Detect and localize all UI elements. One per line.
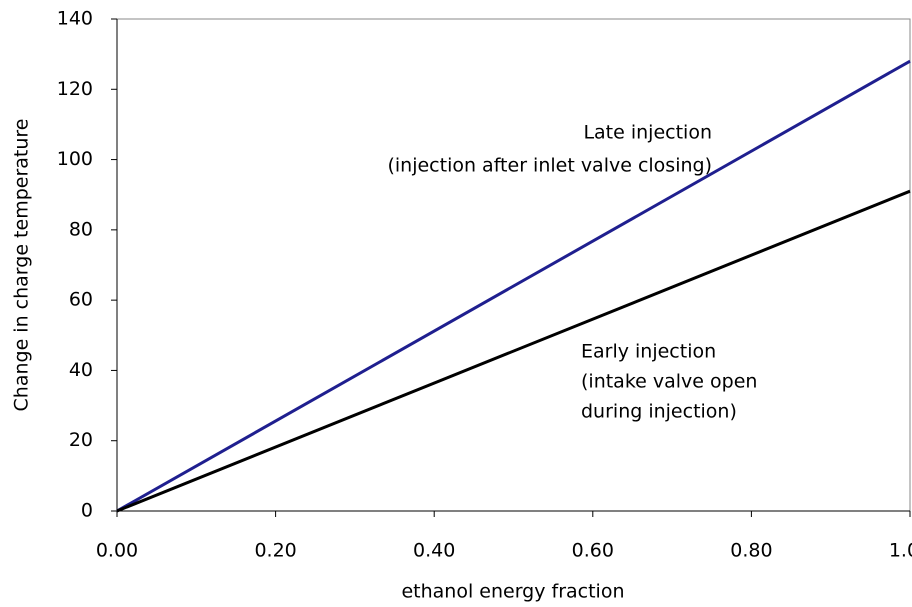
- x-tick-label: 0.80: [730, 540, 772, 562]
- annotation: (intake valve open: [581, 371, 757, 393]
- y-tick-label: 140: [57, 8, 93, 30]
- y-tick-label: 80: [69, 218, 93, 240]
- x-tick-label: 0.00: [96, 540, 138, 562]
- y-axis-label: Change in charge temperature: [11, 119, 33, 412]
- y-tick-label: 0: [81, 500, 93, 522]
- y-tick-label: 60: [69, 289, 93, 311]
- annotation: Late injection: [583, 122, 712, 144]
- annotation: during injection): [581, 401, 737, 423]
- x-tick-label: 0.20: [254, 540, 296, 562]
- x-axis-label: ethanol energy fraction: [401, 581, 624, 603]
- series-line: [116, 59, 911, 513]
- plot-frame: [116, 18, 911, 512]
- y-tick-label: 100: [57, 148, 93, 170]
- annotation: (injection after inlet valve closing): [387, 155, 712, 177]
- y-tick-label: 120: [57, 78, 93, 100]
- annotation: Early injection: [581, 341, 716, 363]
- y-tick-label: 20: [69, 429, 93, 451]
- series-line: [116, 189, 911, 513]
- y-tick-label: 40: [69, 359, 93, 381]
- x-tick-label: 1.00: [889, 540, 912, 562]
- x-tick-label: 0.60: [572, 540, 614, 562]
- x-tick-label: 0.40: [413, 540, 455, 562]
